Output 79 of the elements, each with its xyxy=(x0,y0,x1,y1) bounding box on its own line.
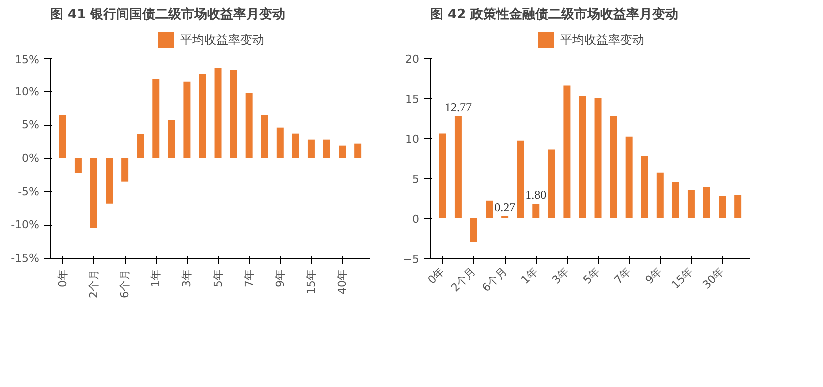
y-tick-label: 10% xyxy=(15,85,40,98)
y-tick-label: -15% xyxy=(11,252,40,265)
bar xyxy=(168,120,176,158)
bar xyxy=(626,136,633,218)
bar xyxy=(734,195,742,218)
bar xyxy=(246,93,253,158)
bar xyxy=(454,116,462,218)
bar xyxy=(532,204,540,218)
x-tick-label: 9年 xyxy=(274,270,287,288)
bar xyxy=(230,70,238,158)
bar xyxy=(122,158,129,182)
chart-title: 图 41 银行间国债二级市场收益率月变动 xyxy=(50,6,286,22)
x-tick-label: 15年 xyxy=(669,264,696,292)
bar xyxy=(470,218,478,242)
x-tick-label: 3年 xyxy=(550,264,572,287)
y-tick-label: -5% xyxy=(18,185,40,198)
bar xyxy=(688,190,695,218)
x-tick-label: 5年 xyxy=(212,270,225,288)
bar xyxy=(486,200,494,218)
bar xyxy=(214,68,222,158)
y-tick-label: 15% xyxy=(15,54,40,66)
y-tick-label: 5% xyxy=(22,118,40,132)
y-tick-label: −5 xyxy=(403,253,420,266)
bar xyxy=(292,134,300,158)
bar xyxy=(74,158,82,174)
y-tick-label: 20 xyxy=(406,53,420,66)
x-tick-label: 30年 xyxy=(700,264,728,292)
x-tick-label: 7年 xyxy=(612,264,634,287)
legend-label: 平均收益率变动 xyxy=(180,32,264,48)
bar xyxy=(704,187,710,218)
bar xyxy=(106,158,114,204)
data-label: 0.27 xyxy=(494,200,516,214)
chart-title: 图 42 政策性金融债二级市场收益率月变动 xyxy=(430,6,679,22)
x-tick-label: 3年 xyxy=(180,270,194,288)
legend-label: 平均收益率变动 xyxy=(560,32,644,48)
bar xyxy=(324,140,330,158)
bar xyxy=(276,128,284,158)
bar xyxy=(59,115,66,158)
bar xyxy=(610,116,618,218)
x-tick-label: 6个月 xyxy=(118,270,132,298)
x-tick-label: 5年 xyxy=(580,264,603,287)
x-tick-label: 9年 xyxy=(643,264,665,287)
bar xyxy=(656,172,664,218)
bar xyxy=(548,150,556,218)
bar xyxy=(564,86,571,218)
x-tick-label: 6个月 xyxy=(480,264,510,295)
y-tick-label: 10 xyxy=(406,133,420,146)
data-label: 12.77 xyxy=(444,100,472,114)
x-tick-label: 1年 xyxy=(150,270,163,288)
bar xyxy=(579,96,586,218)
bar xyxy=(137,134,144,158)
y-tick-label: 0% xyxy=(22,152,40,165)
x-tick-label: 7年 xyxy=(242,270,256,288)
y-tick-label: -10% xyxy=(11,218,40,232)
bar xyxy=(184,82,191,158)
bar xyxy=(261,115,268,158)
x-tick-label: 2个月 xyxy=(87,270,100,298)
bar xyxy=(672,182,680,218)
bar xyxy=(308,140,315,158)
x-tick-label: 1年 xyxy=(518,264,541,287)
bar xyxy=(641,156,648,218)
data-label: 1.80 xyxy=(526,188,547,202)
bar xyxy=(199,74,206,158)
x-tick-label: 0年 xyxy=(426,264,448,287)
y-tick-label: 0 xyxy=(412,213,420,226)
bar xyxy=(152,79,160,158)
bar xyxy=(354,144,362,158)
bar xyxy=(439,134,446,218)
bar xyxy=(594,98,602,218)
x-tick-label: 2个月 xyxy=(448,264,479,295)
x-tick-label: 40年 xyxy=(336,269,350,294)
bar xyxy=(517,140,524,218)
bar xyxy=(90,158,98,228)
x-tick-label: 15年 xyxy=(304,269,318,294)
x-tick-label: 0年 xyxy=(56,270,70,288)
bar xyxy=(719,196,726,218)
y-tick-label: 5 xyxy=(412,173,420,186)
y-tick-label: 15 xyxy=(406,93,420,106)
bar xyxy=(339,146,346,158)
